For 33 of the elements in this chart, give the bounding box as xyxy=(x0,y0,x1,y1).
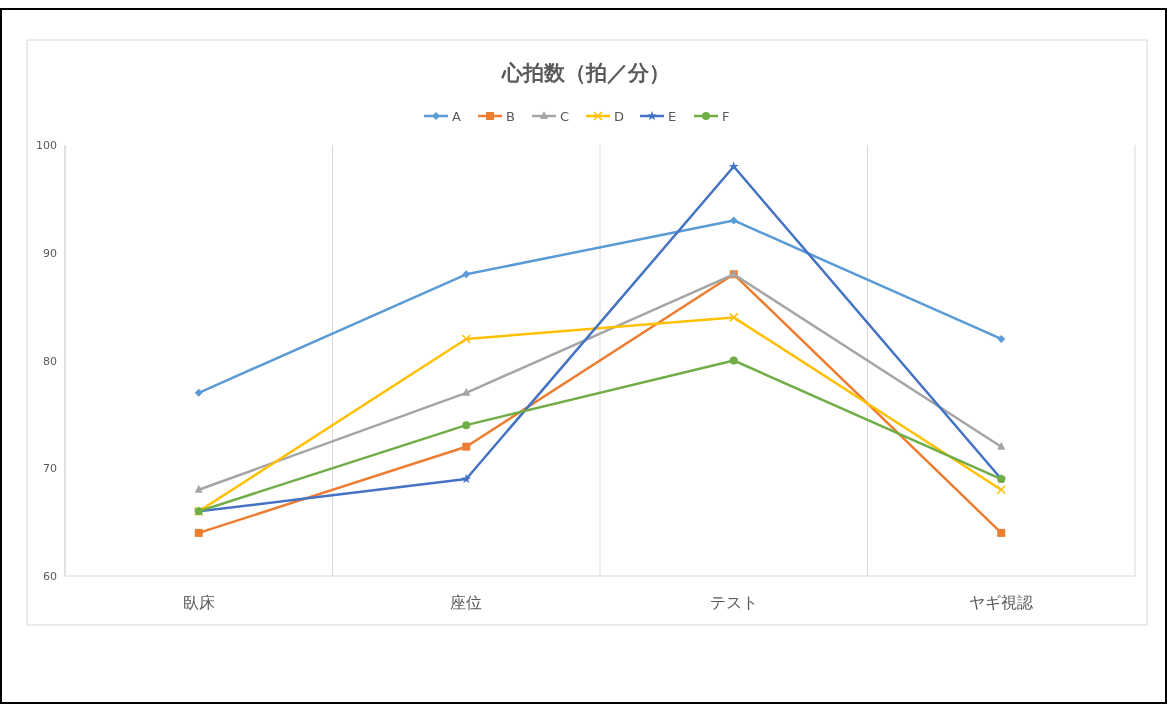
point xyxy=(996,485,1006,495)
point xyxy=(997,334,1006,343)
y-tick-label: 90 xyxy=(43,246,57,260)
y-tick-label: 60 xyxy=(43,570,57,583)
point xyxy=(997,441,1006,450)
point xyxy=(997,528,1006,537)
y-tick-label: 100 xyxy=(36,139,57,152)
x-tick-label: テスト xyxy=(709,593,758,612)
y-tick-label: 80 xyxy=(43,354,57,368)
legend-label: A xyxy=(452,109,461,124)
legend-label: E xyxy=(668,109,677,124)
point xyxy=(728,161,739,171)
legend-label: F xyxy=(722,109,730,124)
point xyxy=(462,442,471,451)
legend-label: C xyxy=(560,109,570,124)
y-tick-label: 70 xyxy=(43,462,57,476)
x-tick-label: ヤギ視認 xyxy=(969,593,1034,612)
point xyxy=(461,473,472,484)
legend-label: D xyxy=(614,109,625,124)
chart-title: 心拍数（拍／分） xyxy=(501,61,670,85)
point xyxy=(729,312,739,323)
point xyxy=(462,387,471,396)
x-tick-label: 臥床 xyxy=(182,593,215,612)
point xyxy=(194,484,203,493)
point xyxy=(194,388,203,397)
point xyxy=(462,421,471,430)
point xyxy=(194,528,203,537)
x-tick-label: 座位 xyxy=(450,593,483,612)
point xyxy=(729,356,738,365)
legend-label: B xyxy=(506,109,515,124)
point xyxy=(461,334,471,344)
point xyxy=(729,216,738,225)
point xyxy=(462,270,471,279)
